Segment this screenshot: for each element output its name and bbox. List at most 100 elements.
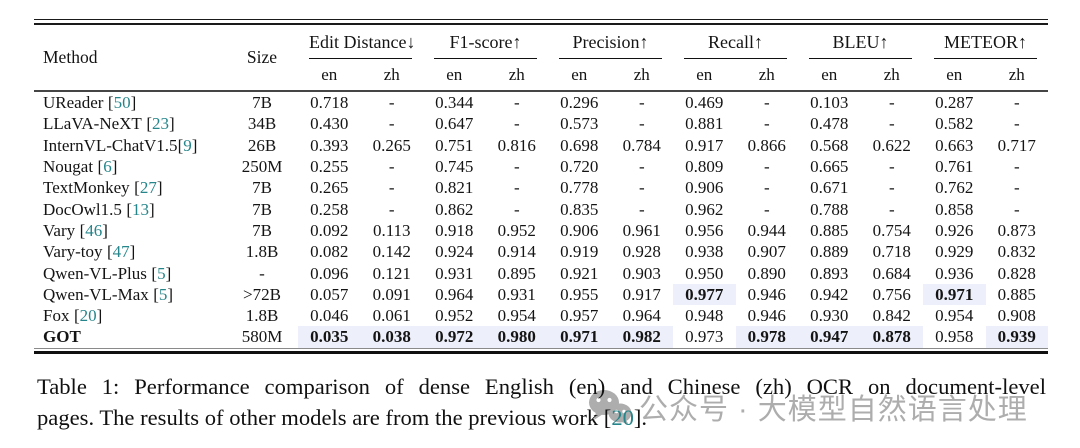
citation-link[interactable]: 20 [79,306,97,326]
citation-link[interactable]: 50 [113,93,131,113]
value-cell: 0.917 [685,135,724,155]
citation-ref: [13] [126,200,154,219]
value-cell: 0.091 [372,284,411,304]
bracket-close: ] [111,157,118,177]
bracket-open: [ [151,263,158,283]
value-cell: 0.881 [685,114,724,134]
value-cell: 0.952 [497,220,536,240]
table-row-nougat: Nougat [6] 250M 0.255 - 0.745 - 0.720 - 0.809 - 0.6… [34,156,1048,177]
value-cell: 0.914 [497,242,536,262]
table-row-internvl-chatv1-5: InternVL-ChatV1.5[9] 26B 0.393 0.265 0.751 0.… [34,135,1048,156]
value-cell: - [763,93,770,113]
subcolumn-zh-meteor: zh [985,59,1049,92]
size-cell: 7B [252,199,272,219]
subcolumn-zh-bleu: zh [860,59,924,92]
citation-link[interactable]: 13 [132,199,150,219]
value-cell: - [388,93,395,113]
group-label-meteor: METEOR↑ [934,32,1038,59]
column-group-bleu: BLEU↑ [798,25,923,59]
value-cell: 0.878 [860,326,924,348]
value-cell: 0.832 [997,242,1036,262]
table-row-qwen-vl-max: Qwen-VL-Max [5] >72B 0.057 0.091 0.964 0.931 0.… [34,283,1048,305]
table-row-docowl1-5: DocOwl1.5 [13] 7B 0.258 - 0.862 - 0.835 - 0.962 - 0… [34,198,1048,219]
value-cell: - [1013,178,1020,198]
value-cell: 0.938 [685,242,724,262]
value-cell: 0.866 [747,135,786,155]
value-cell: 0.255 [310,157,349,177]
citation-ref: [5] [153,285,173,304]
bracket-close: ] [156,178,163,198]
method-name: DocOwl1.5 [43,199,122,219]
value-cell: 0.035 [298,326,361,348]
caption-line-2: pages. The results of other models are f… [37,403,1046,434]
value-cell: - [1013,157,1020,177]
group-direction-arrow: ↑ [879,32,889,52]
bracket-close: ] [130,93,137,113]
value-cell: 0.926 [935,220,974,240]
wechat-icon [589,390,632,425]
citation-link[interactable]: 46 [85,220,103,240]
caption-text-end: ]. [633,404,648,430]
value-cell: 0.568 [810,135,849,155]
value-cell: 0.939 [985,326,1049,348]
value-cell: 0.393 [310,135,349,155]
value-cell: 0.964 [622,306,661,326]
citation-link[interactable]: 27 [139,178,157,198]
value-cell: - [388,199,395,219]
value-cell: 0.928 [622,242,661,262]
citation-link[interactable]: 23 [152,114,169,134]
table-row-ureader: UReader [50] 7B 0.718 - 0.344 - 0.296 - 0.469 - 0.1… [34,91,1048,113]
method-cell: TextMonkey [27] [34,177,226,198]
value-cell: 0.973 [685,327,724,347]
value-cell: 0.947 [798,326,861,348]
results-table: Method Size Edit Distance↓ F1-score↑ Precisi… [34,19,1049,354]
value-cell: 0.858 [935,199,974,219]
citation-link[interactable]: 47 [112,242,130,262]
bracket-open: [ [153,284,159,304]
method-cell: Vary [46] [34,220,226,241]
value-cell: 0.835 [560,199,599,219]
citation-link[interactable]: 20 [611,404,634,430]
group-metric-name: Edit Distance [309,32,407,52]
value-cell: 0.265 [372,135,411,155]
method-name: TextMonkey [43,178,130,198]
citation-link[interactable]: 9 [183,135,192,155]
group-label-f1-score: F1-score↑ [434,32,538,59]
value-cell: 0.718 [872,242,911,262]
value-cell: 0.788 [810,199,849,219]
citation-link[interactable]: 6 [103,157,112,177]
subcolumn-en-edit-distance: en [298,59,361,92]
value-cell: 0.924 [435,242,474,262]
method-name: Vary [43,220,76,240]
value-cell: 0.944 [747,220,786,240]
value-cell: 0.103 [810,93,849,113]
method-cell: Qwen-VL-Plus [5] [34,262,226,283]
citation-ref: [47] [107,242,135,261]
value-cell: - [388,178,395,198]
group-metric-name: Precision [572,32,640,52]
caption-line-1: Table 1: Performance comparison of dense… [37,374,1046,399]
citation-ref: [50] [108,93,136,112]
table-row-llava-next: LLaVA-NeXT [23] 34B 0.430 - 0.647 - 0.573 - 0.881… [34,113,1048,134]
bracket-open: [ [146,114,152,134]
value-cell: 0.582 [935,114,974,134]
value-cell: 0.931 [435,263,474,283]
citation-link[interactable]: 5 [158,284,168,304]
method-name: Fox [43,306,70,326]
value-cell: 0.971 [548,326,611,348]
group-direction-arrow: ↑ [512,32,522,52]
value-cell: 0.980 [485,326,549,348]
column-header-size: Size [226,25,298,92]
group-metric-name: F1-score [449,32,513,52]
table-row-vary: Vary [46] 7B 0.092 0.113 0.918 0.952 0.906 0.961… [34,220,1048,241]
value-cell: 0.430 [310,114,349,134]
value-cell: 0.751 [435,135,474,155]
table-row-textmonkey: TextMonkey [27] 7B 0.265 - 0.821 - 0.778 - 0.906 -… [34,177,1048,198]
value-cell: 0.889 [810,242,849,262]
bracket-open: [ [97,157,104,177]
citation-link[interactable]: 5 [157,263,166,283]
value-cell: 0.954 [497,306,536,326]
value-cell: 0.958 [935,327,974,347]
value-cell: 0.862 [435,199,474,219]
value-cell: 0.061 [372,306,411,326]
